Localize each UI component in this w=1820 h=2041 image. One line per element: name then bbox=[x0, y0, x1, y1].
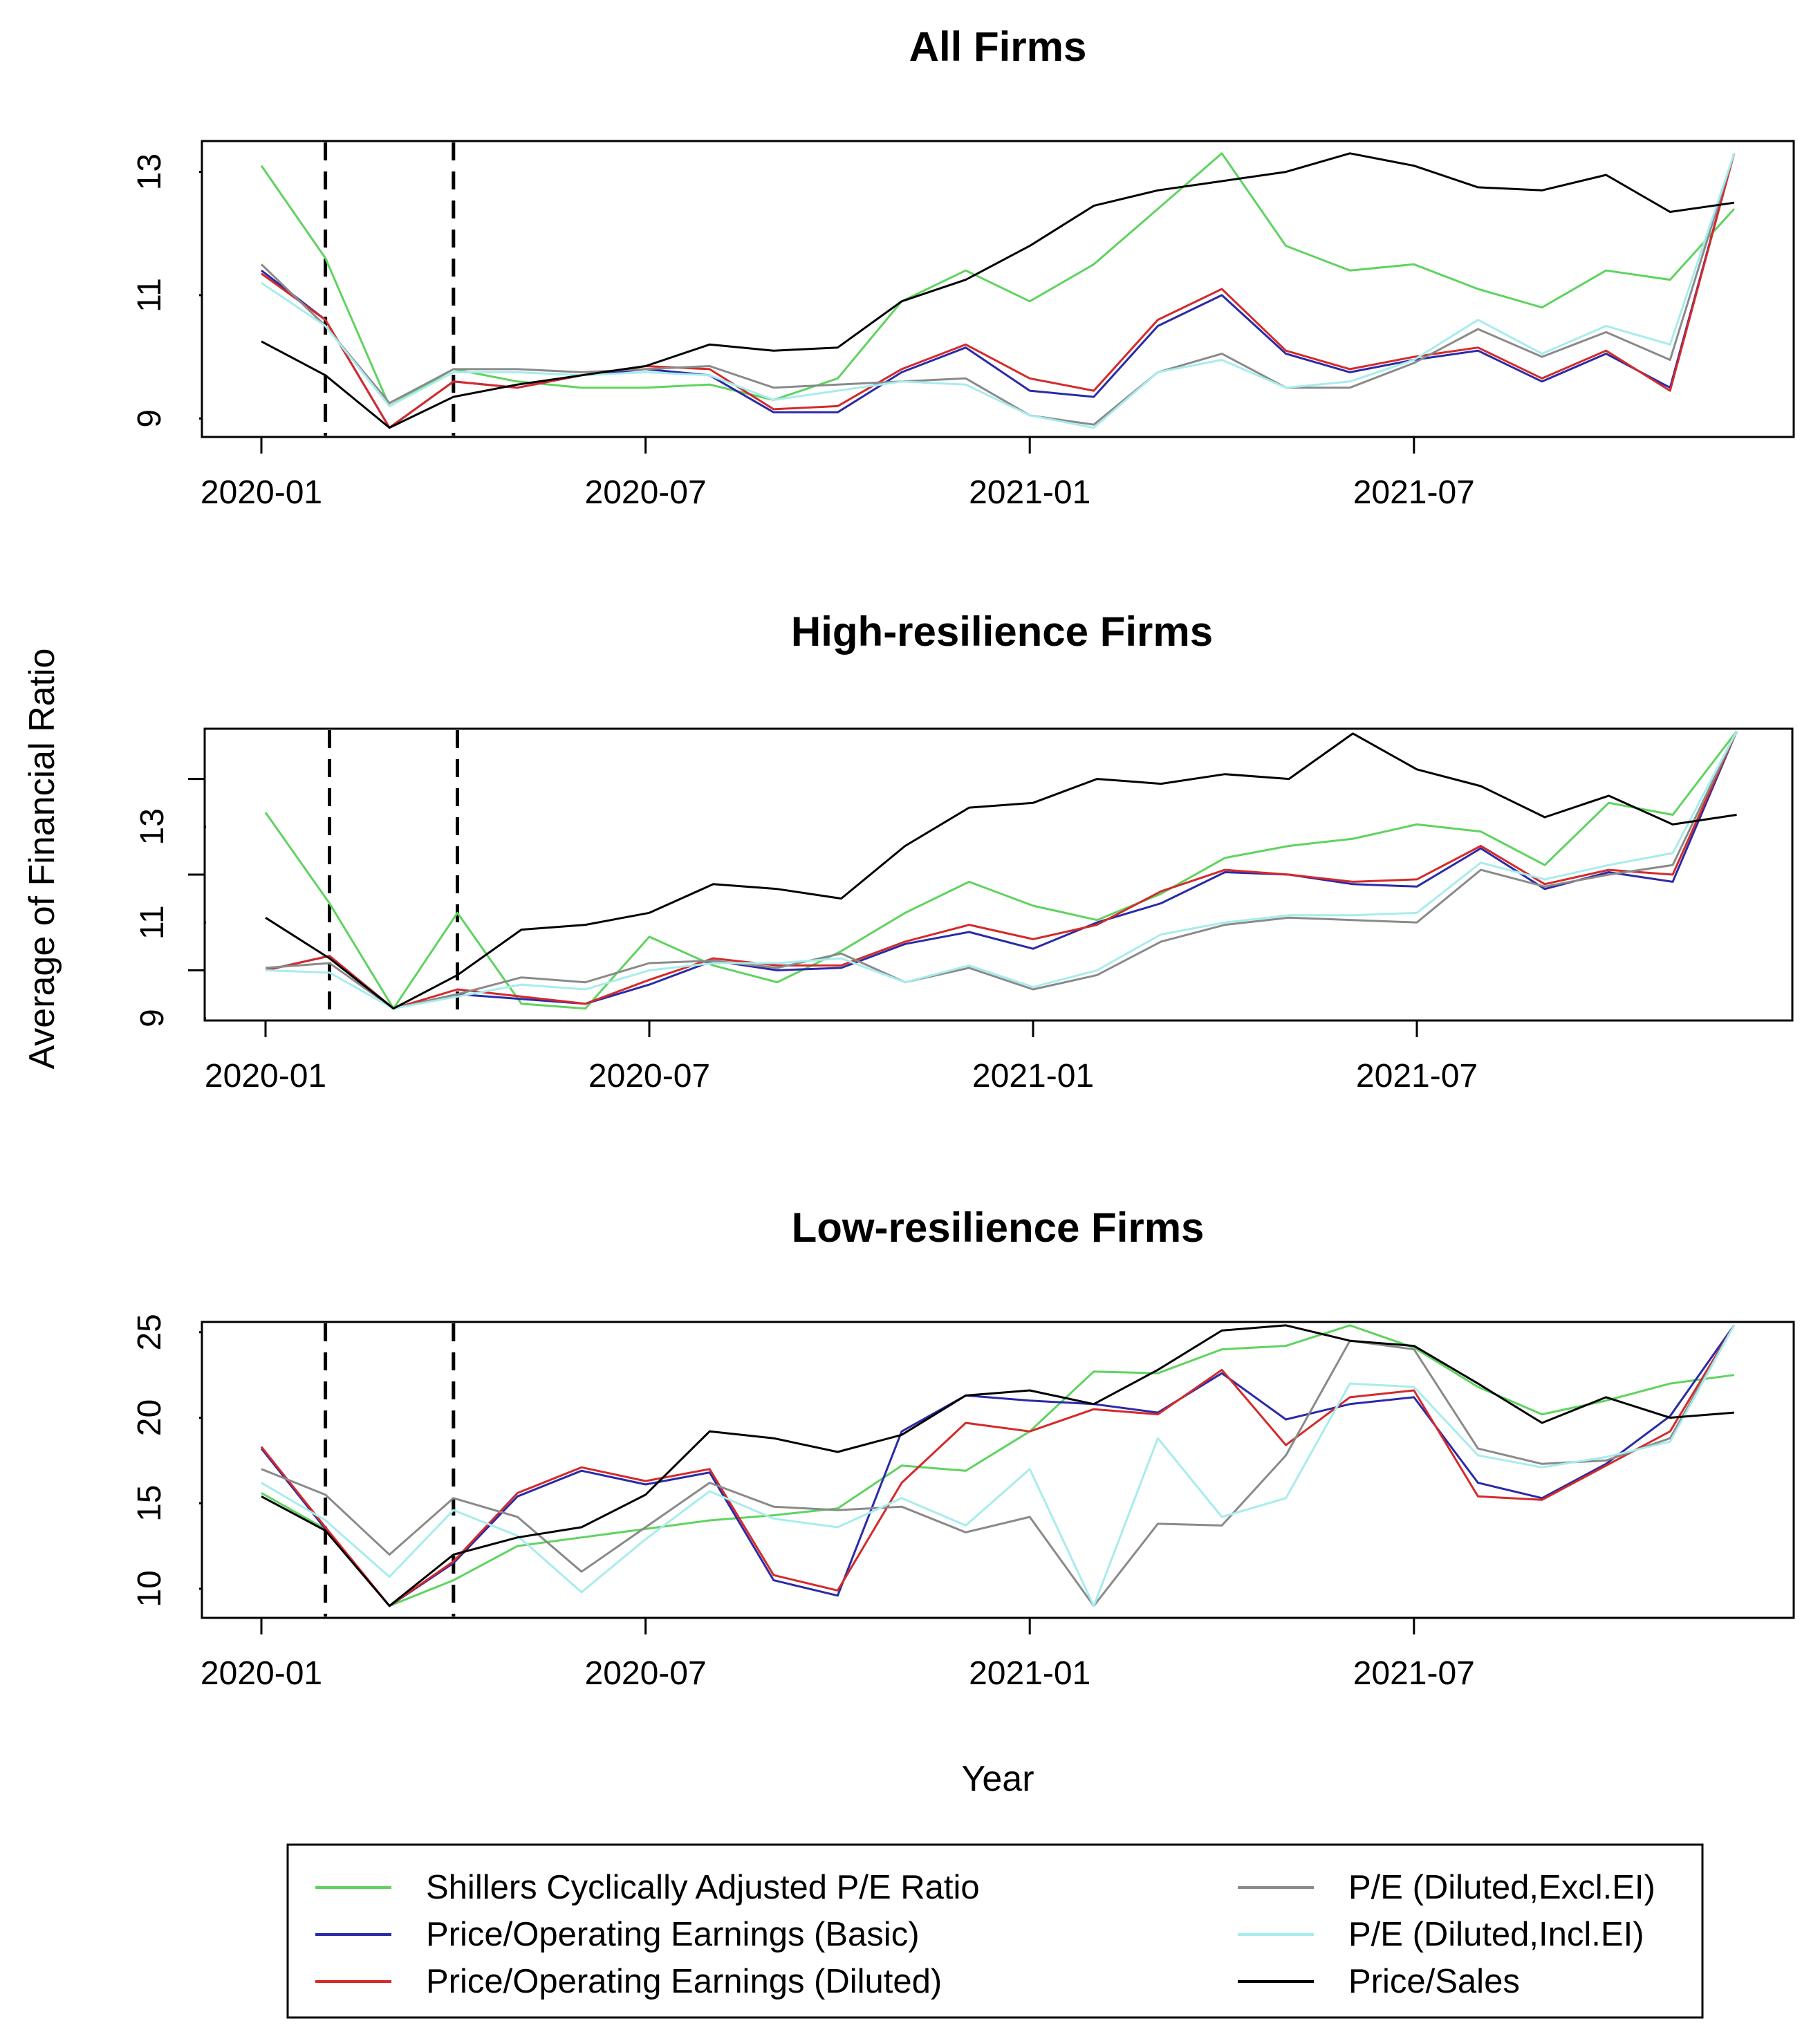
series-line bbox=[265, 730, 1738, 1010]
x-tick-label: 2020-01 bbox=[205, 1058, 326, 1094]
panel-all-firms: All Firms 9 11 13 2020-01 2020-07 2021-01 2021… bbox=[131, 24, 1795, 511]
series-line bbox=[261, 153, 1736, 429]
x-tick-label: 2021-07 bbox=[1356, 1058, 1478, 1094]
series-line bbox=[261, 1325, 1736, 1607]
x-tick-label: 2021-01 bbox=[969, 474, 1090, 511]
series-line bbox=[260, 152, 1735, 407]
y-tick-label: 10 bbox=[131, 1570, 168, 1607]
x-tick-label: 2021-07 bbox=[1353, 474, 1475, 511]
series-line bbox=[265, 732, 1737, 1010]
series-line bbox=[261, 1325, 1736, 1607]
y-tick-label: 13 bbox=[131, 153, 168, 190]
y-tick-label: 11 bbox=[134, 905, 171, 940]
plot-frame bbox=[201, 140, 1795, 438]
series-line bbox=[260, 1325, 1736, 1607]
series-line bbox=[265, 730, 1738, 1010]
panel-title: Low-resilience Firms bbox=[792, 1204, 1205, 1251]
series-line bbox=[265, 730, 1738, 1010]
panel-high-resilience-firms: High-resilience Firms 9 11 13 2020-01 2020-0… bbox=[134, 608, 1794, 1094]
y-tick-label: 25 bbox=[131, 1314, 168, 1350]
legend-entry: P/E (Diluted,Excl.EI) bbox=[1348, 1869, 1655, 1906]
x-tick-label: 2021-01 bbox=[969, 1655, 1090, 1692]
series-line bbox=[261, 152, 1735, 429]
panel-low-resilience-firms: Low-resilience Firms 10 15 20 25 2020-01 2020… bbox=[131, 1204, 1795, 1692]
x-tick-label: 2020-01 bbox=[201, 474, 322, 511]
series-line bbox=[265, 730, 1738, 1010]
legend-entry: Shillers Cyclically Adjusted P/E Ratio bbox=[426, 1869, 980, 1906]
x-tick-label: 2020-07 bbox=[588, 1058, 710, 1094]
y-tick-label: 13 bbox=[134, 808, 171, 845]
legend-entry: Price/Operating Earnings (Basic) bbox=[426, 1916, 920, 1953]
x-tick-label: 2020-07 bbox=[585, 1655, 707, 1692]
series-line bbox=[261, 1324, 1734, 1607]
legend: Shillers Cyclically Adjusted P/E Ratio P… bbox=[286, 1843, 1704, 2019]
legend-entry: P/E (Diluted,Incl.EI) bbox=[1348, 1916, 1644, 1953]
x-tick-label: 2021-07 bbox=[1353, 1655, 1475, 1692]
plot-frame bbox=[201, 1321, 1795, 1619]
legend-box bbox=[286, 1843, 1704, 2019]
x-tick-label: 2020-01 bbox=[201, 1655, 322, 1692]
x-axis-label: Year bbox=[961, 1759, 1034, 1799]
y-tick-label: 9 bbox=[134, 1009, 171, 1027]
series-line bbox=[261, 1324, 1734, 1607]
series-line bbox=[260, 1325, 1736, 1607]
y-tick-label: 20 bbox=[131, 1399, 168, 1436]
legend-entry: Price/Operating Earnings (Diluted) bbox=[426, 1963, 942, 2000]
series-line bbox=[260, 153, 1736, 426]
y-axis-label: Average of Financial Ratio bbox=[22, 649, 62, 1070]
series-line bbox=[261, 153, 1736, 429]
y-tick-label: 15 bbox=[131, 1485, 168, 1522]
x-tick-label: 2021-01 bbox=[972, 1058, 1094, 1094]
legend-entry: Price/Sales bbox=[1348, 1963, 1520, 2000]
y-tick-label: 9 bbox=[131, 409, 168, 428]
series-line bbox=[261, 153, 1736, 429]
y-tick-label: 11 bbox=[131, 278, 168, 313]
x-tick-label: 2020-07 bbox=[585, 474, 707, 511]
panel-title: All Firms bbox=[909, 24, 1087, 70]
panel-title: High-resilience Firms bbox=[791, 608, 1213, 655]
series-line bbox=[264, 730, 1738, 1010]
